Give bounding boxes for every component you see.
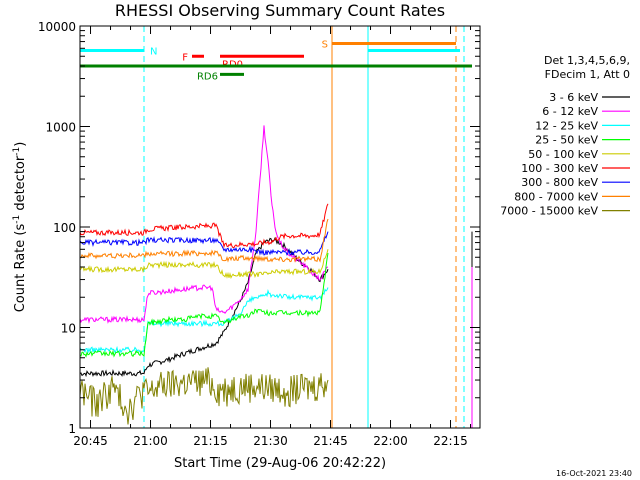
legend-label: 50 - 100 keV [528, 148, 598, 161]
legend-label: 7000 - 15000 keV [500, 205, 598, 218]
x-axis-label: Start Time (29-Aug-06 20:42:22) [174, 456, 386, 471]
legend: Det 1,3,4,5,6,9, FDecim 1, Att 0 3 - 6 k… [500, 54, 630, 218]
y-tick-label: 10 [61, 322, 76, 336]
x-tick-label: 20:45 [73, 434, 108, 448]
x-tick-label: 22:00 [373, 434, 408, 448]
flag-label-f: F [182, 52, 188, 63]
series-7000-15000-kev [79, 367, 329, 425]
y-axis-label: Count Rate (s-1 detector-1) [12, 142, 28, 313]
flag-label-s: S [322, 39, 328, 50]
series-300-800-kev [79, 231, 329, 256]
series-3-6-kev [79, 237, 329, 378]
legend-header-line1: Det 1,3,4,5,6,9, [544, 54, 630, 67]
series-25-50-kev [79, 253, 329, 358]
y-tick-label: 10000 [38, 20, 76, 34]
x-tick-label: 21:00 [133, 434, 168, 448]
plot-area: NSFRD0RD6 [79, 26, 473, 428]
x-tick-label: 21:15 [193, 434, 228, 448]
y-tick-label: 1000 [45, 121, 76, 135]
legend-label: 25 - 50 keV [535, 134, 598, 147]
legend-label: 800 - 7000 keV [514, 190, 598, 203]
footer-date: 16-Oct-2021 23:40 [556, 469, 632, 478]
y-axis: 1 10 100 1000 10000 [38, 20, 480, 436]
legend-label: 300 - 800 keV [521, 176, 598, 189]
series-12-25-kev [79, 287, 329, 355]
x-tick-label: 22:15 [433, 434, 468, 448]
series-100-300-kev [79, 203, 329, 249]
legend-label: 3 - 6 keV [549, 91, 598, 104]
flag-label-n: N [150, 47, 157, 58]
y-tick-label: 1 [68, 422, 76, 436]
legend-header-line2: FDecim 1, Att 0 [545, 68, 630, 81]
x-tick-label: 21:30 [253, 434, 288, 448]
chart-title: RHESSI Observing Summary Count Rates [115, 1, 445, 20]
x-tick-label: 21:45 [313, 434, 348, 448]
plot-frame [79, 25, 481, 429]
legend-label: 100 - 300 keV [521, 162, 598, 175]
legend-label: 6 - 12 keV [542, 105, 598, 118]
y-tick-label: 100 [53, 221, 76, 235]
series-6-12-kev [79, 125, 329, 324]
x-axis: 20:45 21:00 21:15 21:30 21:45 22:00 22:15 [73, 26, 472, 448]
series-800-7000-kev [79, 218, 329, 263]
series-50-100-kev [79, 249, 329, 279]
legend-label: 12 - 25 keV [535, 119, 598, 132]
flag-label-rd6: RD6 [197, 71, 218, 82]
